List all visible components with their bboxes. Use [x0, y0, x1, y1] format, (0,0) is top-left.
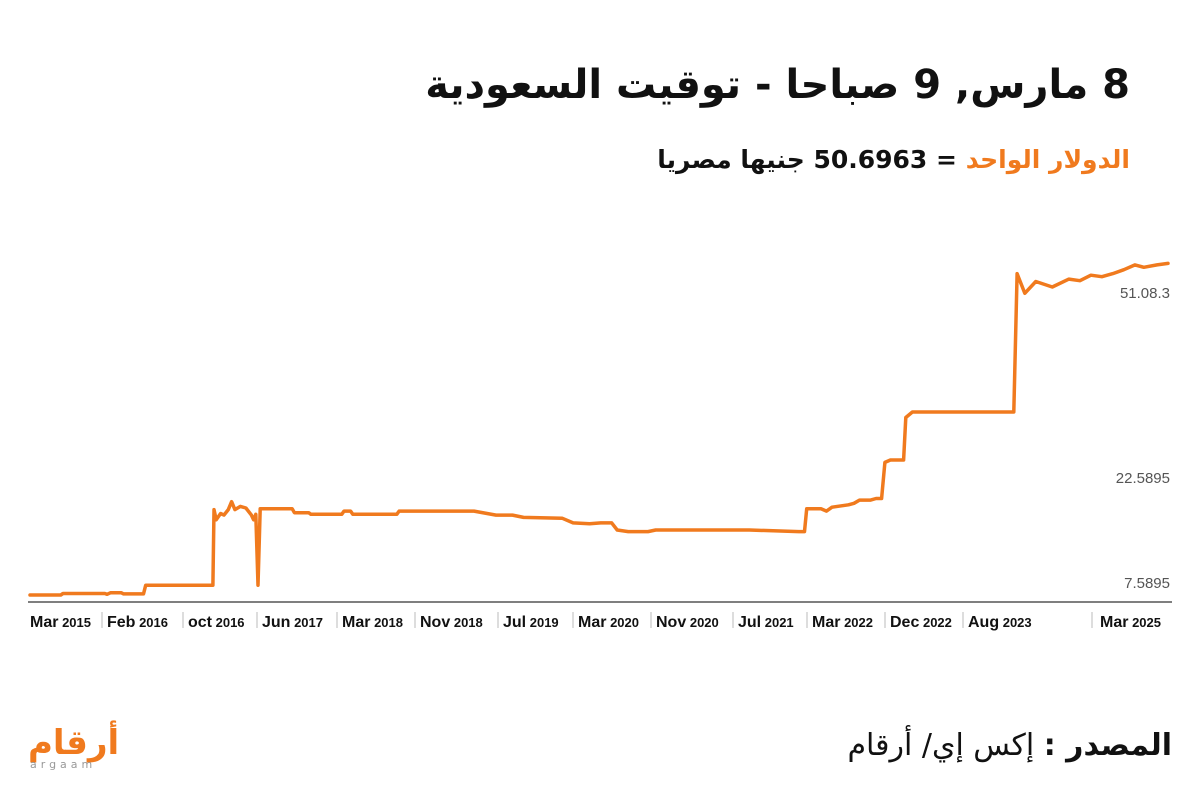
- x-tick-label: Jun 2017: [262, 614, 323, 631]
- y-tick-label: 7.5895: [1124, 575, 1170, 592]
- subtitle-rest: = 50.6963 جنيها مصريا: [657, 145, 957, 174]
- logo-latin: argaam: [30, 758, 96, 770]
- x-tick-label: Jul 2021: [738, 614, 794, 631]
- x-tick-label: Aug 2023: [968, 614, 1032, 631]
- y-tick-label: 22.5895: [1116, 470, 1170, 487]
- logo-arabic: أرقام: [28, 720, 119, 763]
- x-tick-label: Mar 2018: [342, 614, 403, 631]
- x-tick-label: Mar 2022: [812, 614, 873, 631]
- subtitle-highlight: الدولار الواحد: [965, 145, 1130, 174]
- x-tick-label: Mar 2015: [30, 614, 91, 631]
- x-tick-label: Nov 2018: [420, 614, 483, 631]
- chart-title: 8 مارس, 9 صباحا - توقيت السعودية: [425, 62, 1130, 108]
- source-value: إكس إي/ أرقام: [847, 728, 1035, 763]
- x-tick-label: Nov 2020: [656, 614, 719, 631]
- x-tick-label: oct 2016: [188, 614, 245, 631]
- y-axis-ticks: 7.5895 22.5895 51.08.3: [1116, 285, 1170, 592]
- x-tick-label: Feb 2016: [107, 614, 168, 631]
- source-note: المصدر : إكس إي/ أرقام: [847, 728, 1172, 763]
- x-tick-label: Mar 2020: [578, 614, 639, 631]
- x-axis-ticks: Mar 2015 Feb 2016 oct 2016 Jun 2017 Mar 2018…: [30, 612, 1161, 631]
- y-tick-label: 51.08.3: [1120, 285, 1170, 302]
- x-tick-label: Dec 2022: [890, 614, 952, 631]
- source-label: المصدر :: [1043, 728, 1172, 763]
- chart-subtitle: الدولار الواحد = 50.6963 جنيها مصريا: [657, 145, 1130, 174]
- x-tick-label: Jul 2019: [503, 614, 559, 631]
- argaam-logo: أرقام argaam: [28, 720, 119, 770]
- x-tick-label: Mar 2025: [1100, 614, 1161, 631]
- series-line: [28, 261, 1170, 597]
